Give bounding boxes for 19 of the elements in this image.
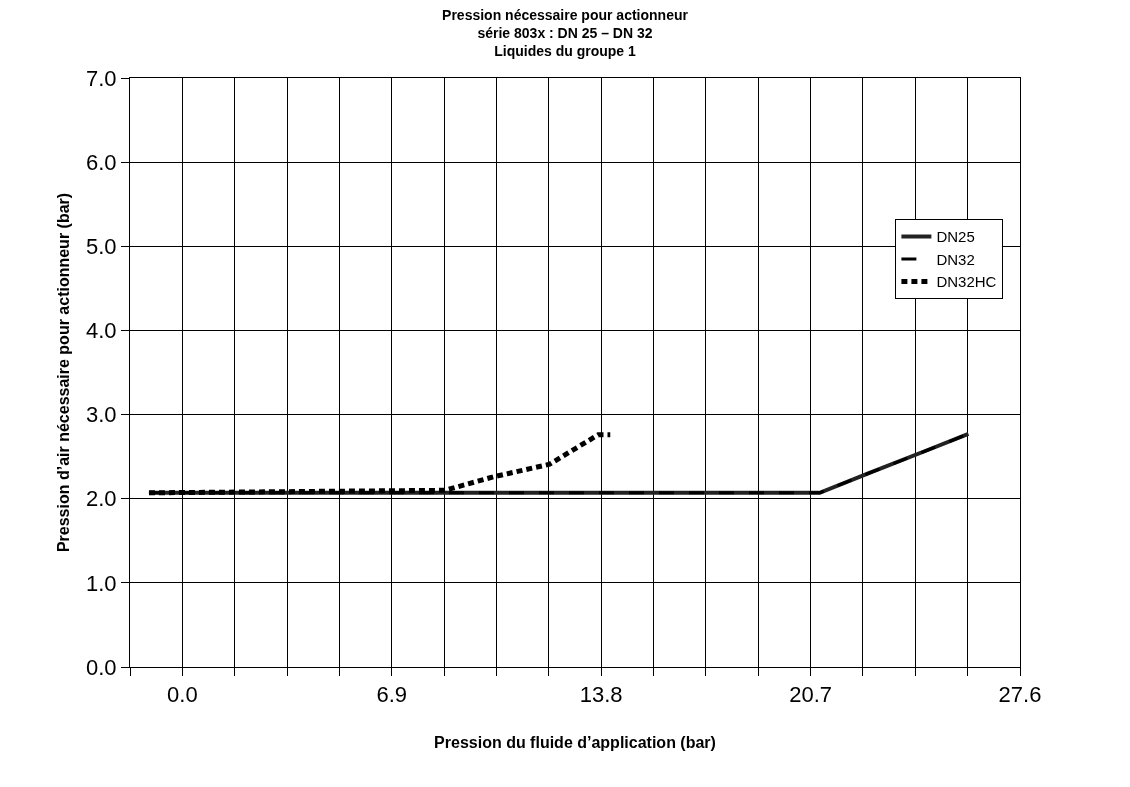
- x-tick-label: 6.9: [376, 682, 408, 708]
- x-tick-label: 13.8: [579, 682, 623, 708]
- y-tick-label: 6.0: [86, 149, 117, 175]
- legend-label: DN32HC: [936, 273, 997, 291]
- y-tick-label: 4.0: [86, 318, 117, 344]
- chart-title: Pression nécessaire pour actionneur série 803x : DN 25 – DN 32 Liquides du groupe 1: [442, 6, 689, 60]
- x-axis-title: Pression du fluide d’application (bar): [434, 734, 716, 752]
- y-tick-label: 5.0: [86, 233, 117, 259]
- x-tick-label: 20.7: [789, 682, 832, 708]
- legend-label: DN32: [936, 250, 975, 268]
- y-tick-label: 3.0: [86, 402, 117, 428]
- y-tick-label: 0.0: [86, 654, 117, 680]
- y-tick-label: 2.0: [86, 486, 117, 512]
- y-tick-label: 1.0: [86, 570, 117, 596]
- legend-label: DN25: [936, 228, 975, 246]
- y-axis-title: Pression d’air nécessaire pour actionneur (bar): [54, 192, 72, 553]
- x-tick-label: 27.6: [998, 682, 1042, 708]
- y-tick-label: 7.0: [86, 65, 117, 91]
- x-tick-label: 0.0: [167, 682, 198, 708]
